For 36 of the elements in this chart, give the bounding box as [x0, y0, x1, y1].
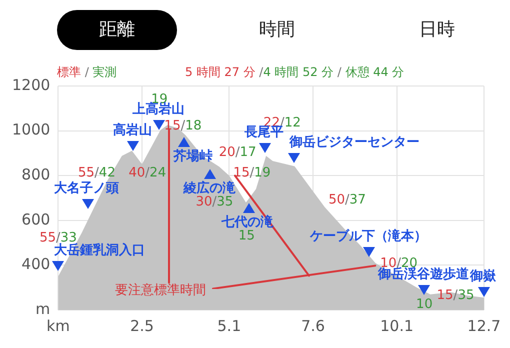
y-tick-label: 800 [22, 165, 50, 184]
text: 時間 [258, 18, 296, 42]
annotation: 大名子ノ頭 [54, 181, 120, 198]
y-tick-label: 600 [22, 210, 50, 228]
y-tick-label: 1200 [12, 76, 50, 94]
annotation: 40/24 [128, 166, 166, 181]
text: 距離 [57, 10, 177, 50]
annotation: 50/37 [328, 192, 366, 208]
y-tick-label: 400 [22, 255, 50, 274]
annotation: 20/17 [218, 145, 256, 160]
text: 5 時間 27 分 /4 時間 52 分 / 休憩 44 分 [185, 65, 404, 79]
x-tick-label: km [46, 316, 70, 335]
annotation: 15/18 [164, 118, 202, 134]
x-tick-label: 7.6 [301, 316, 325, 335]
x-tick-label: 10.1 [380, 316, 414, 335]
annotation: 30/35 [196, 194, 234, 210]
x-tick-label: 2.5 [130, 316, 154, 335]
annotation: ケーブル下（滝本） [310, 228, 427, 245]
annotation: 芥場峠 [173, 149, 212, 165]
annotation: 15/19 [233, 166, 271, 181]
x-tick-label: 5.1 [217, 316, 242, 335]
annotation: 15 [238, 228, 255, 244]
annotation: 55/42 [78, 166, 116, 181]
annotation: 大岳鍾乳洞入口 [54, 242, 146, 259]
text: 標準 / 実測 [57, 65, 117, 79]
annotation: 御岳ビジターセンター [290, 134, 420, 151]
annotation: 御嶽 [470, 269, 496, 286]
annotation: 10 [416, 297, 433, 312]
text: 日時 [418, 18, 456, 42]
annotation: 高岩山 [112, 122, 152, 139]
annotation: 15/35 [436, 288, 474, 304]
x-tick-label: 12.7 [467, 316, 501, 335]
annotation: 要注意標準時間 [114, 282, 206, 299]
y-tick-label: m [36, 300, 50, 318]
y-tick-label: 1000 [12, 120, 50, 139]
annotation: 綾広の滝 [183, 181, 236, 196]
